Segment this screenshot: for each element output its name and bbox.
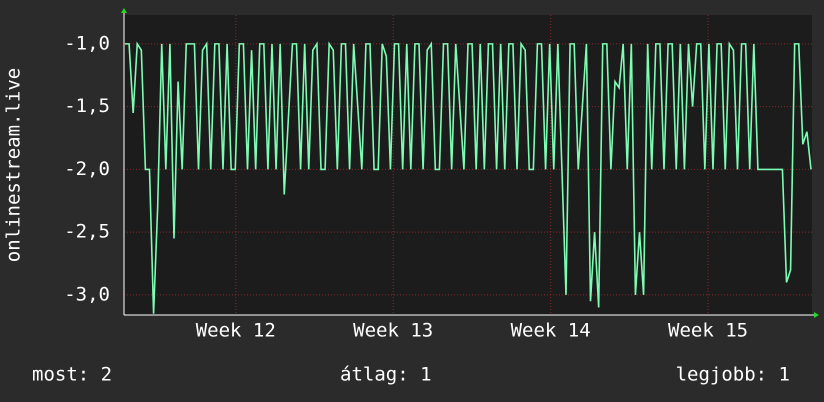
x-tick-label: Week 15 — [668, 320, 748, 342]
x-tick-label: Week 14 — [511, 320, 591, 342]
legend-best: legjobb: 1 — [676, 364, 790, 386]
y-axis-label: onlinestream.live — [3, 68, 25, 262]
y-tick-label: -2,0 — [64, 158, 110, 180]
legend-current: most: 2 — [32, 364, 112, 386]
y-tick-label: -1,5 — [64, 95, 110, 117]
x-tick-label: Week 12 — [196, 320, 276, 342]
y-arrow — [121, 8, 127, 13]
y-tick-label: -1,0 — [64, 32, 110, 54]
plot — [124, 15, 812, 315]
y-tick-label: -3,0 — [64, 283, 110, 305]
data-line — [125, 41, 812, 314]
x-arrow — [814, 312, 819, 318]
y-tick-label: -2,5 — [64, 221, 110, 243]
legend-average: átlag: 1 — [340, 364, 432, 386]
x-tick-label: Week 13 — [353, 320, 433, 342]
